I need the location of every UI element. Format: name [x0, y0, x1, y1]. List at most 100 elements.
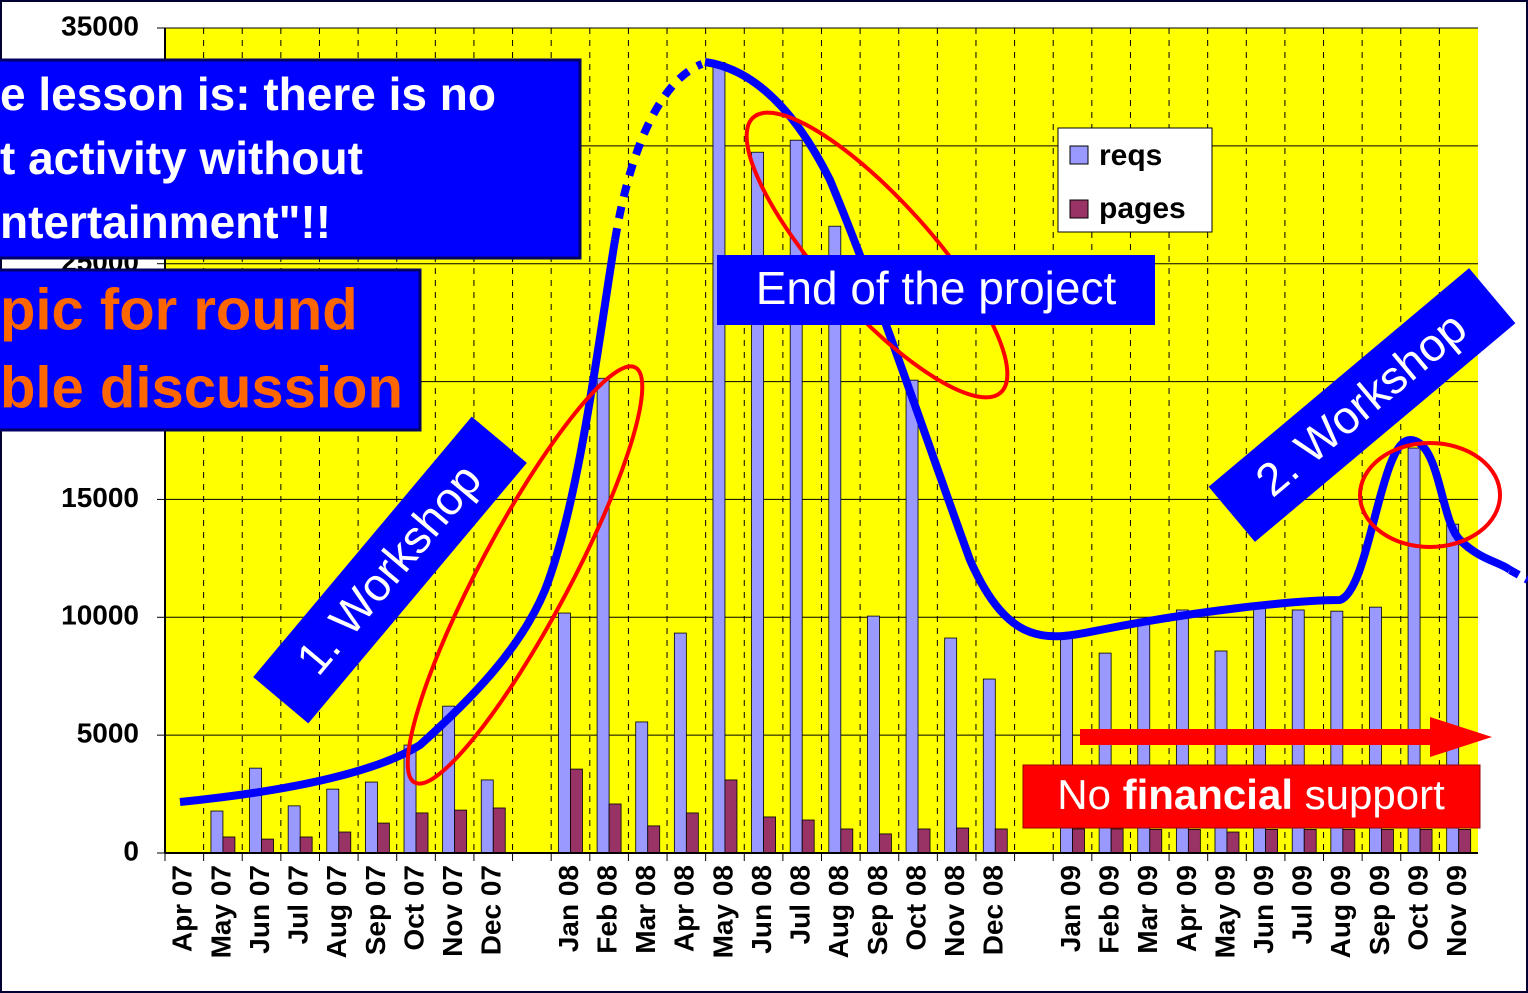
bar	[299, 836, 313, 854]
legend-label: reqs	[1099, 139, 1162, 172]
x-tick-label: Nov 07	[437, 865, 468, 957]
bar	[1149, 829, 1163, 854]
curve-solid	[704, 58, 1513, 641]
x-tick-label: Jul 09	[1287, 865, 1318, 944]
support-callout: No financial support	[1022, 764, 1481, 829]
legend: reqs pages	[1057, 127, 1213, 233]
x-tick-label: Jan 09	[1055, 865, 1086, 952]
bar	[994, 828, 1008, 854]
bar	[1226, 831, 1240, 854]
bar	[1381, 829, 1394, 854]
callout-text: End of the project	[756, 262, 1117, 314]
bar	[982, 678, 996, 854]
bar	[608, 803, 622, 854]
x-tick-label: Mar 09	[1132, 865, 1163, 954]
callout-text: pic for round	[0, 277, 358, 342]
bar	[570, 768, 583, 854]
x-tick-label: Feb 09	[1094, 865, 1125, 954]
curve-dotted	[611, 60, 704, 241]
callout-text: t activity without	[0, 132, 363, 184]
x-tick-label: Mar 08	[630, 865, 661, 954]
topic-callout: pic for round ble discussion	[0, 268, 422, 432]
callout-text: No financial support	[1057, 771, 1445, 818]
y-tick-label: 0	[123, 835, 139, 866]
x-tick-label: Feb 08	[591, 865, 622, 954]
bar	[867, 615, 880, 854]
bar	[1265, 829, 1279, 854]
callout-text: ntertainment"!!	[0, 196, 331, 248]
legend-label: pages	[1099, 192, 1186, 225]
x-tick-label: May 07	[205, 865, 236, 958]
bar	[492, 807, 506, 854]
bar	[261, 838, 274, 854]
legend-swatch	[1069, 145, 1089, 165]
y-tick-label: 10000	[61, 600, 139, 631]
x-tick-label: Sep 09	[1364, 865, 1395, 955]
x-tick-label: Jun 08	[746, 865, 777, 954]
legend-swatch	[1069, 199, 1089, 219]
bar	[763, 816, 776, 854]
x-tick-label: Sep 08	[862, 865, 893, 955]
bar	[415, 812, 429, 854]
bar	[724, 779, 738, 854]
bar	[879, 833, 892, 854]
bar	[326, 788, 340, 854]
callout-text: e lesson is: there is no	[0, 68, 496, 120]
x-tick-label: Jul 07	[283, 865, 314, 944]
bar	[647, 825, 661, 854]
x-tick-label: Apr 07	[167, 865, 198, 952]
x-tick-label: Oct 07	[398, 865, 429, 951]
x-tick-label: Oct 08	[900, 865, 931, 951]
arrow-shaft	[1080, 729, 1430, 745]
x-tick-label: Dec 07	[476, 865, 507, 955]
x-tick-label: Aug 09	[1325, 865, 1356, 958]
bar	[635, 721, 649, 854]
x-tick-label: Jun 09	[1248, 865, 1279, 954]
callout-box	[717, 255, 1155, 325]
bar	[442, 705, 456, 854]
x-tick-label: Aug 07	[321, 865, 352, 958]
callout-box	[0, 58, 582, 260]
bar	[558, 612, 571, 854]
y-tick-label: 15000	[61, 482, 139, 513]
bar	[944, 637, 958, 854]
x-tick-label: Aug 08	[823, 865, 854, 958]
arrow-head	[1430, 717, 1492, 757]
x-tick-label: Sep 07	[360, 865, 391, 955]
x-tick-label: Oct 09	[1402, 865, 1433, 951]
bar	[1458, 829, 1472, 854]
bar	[480, 779, 494, 854]
bar	[249, 767, 262, 854]
x-tick-label: Jul 08	[785, 865, 816, 944]
curve-dotted	[1508, 566, 1528, 584]
bar	[338, 831, 352, 854]
x-tick-label: Nov 08	[939, 865, 970, 957]
lesson-callout: e lesson is: there is no t activity with…	[0, 58, 582, 260]
end-callout: End of the project	[717, 255, 1155, 325]
bar	[1072, 828, 1085, 854]
bar	[956, 827, 970, 854]
bar	[712, 62, 726, 854]
bar	[454, 809, 468, 854]
bar	[1110, 828, 1124, 854]
bar	[287, 805, 301, 854]
x-tick-label: Dec 08	[978, 865, 1009, 955]
x-tick-label: May 08	[707, 865, 738, 958]
x-tick-label: Jun 07	[244, 865, 275, 954]
callout-text: ble discussion	[0, 355, 403, 420]
bar	[801, 819, 815, 854]
callout-text: financial	[1123, 771, 1293, 818]
bar	[1342, 829, 1356, 854]
bar	[917, 828, 931, 854]
y-tick-label: 35000	[61, 10, 139, 41]
highlight-ellipse	[405, 364, 645, 786]
y-tick-label: 5000	[77, 718, 139, 749]
x-tick-label: Apr 09	[1171, 865, 1202, 952]
x-tick-label: Jan 08	[553, 865, 584, 952]
bar	[376, 822, 390, 854]
x-tick-label: Apr 08	[669, 865, 700, 952]
bar	[596, 377, 610, 854]
bar	[222, 836, 236, 854]
